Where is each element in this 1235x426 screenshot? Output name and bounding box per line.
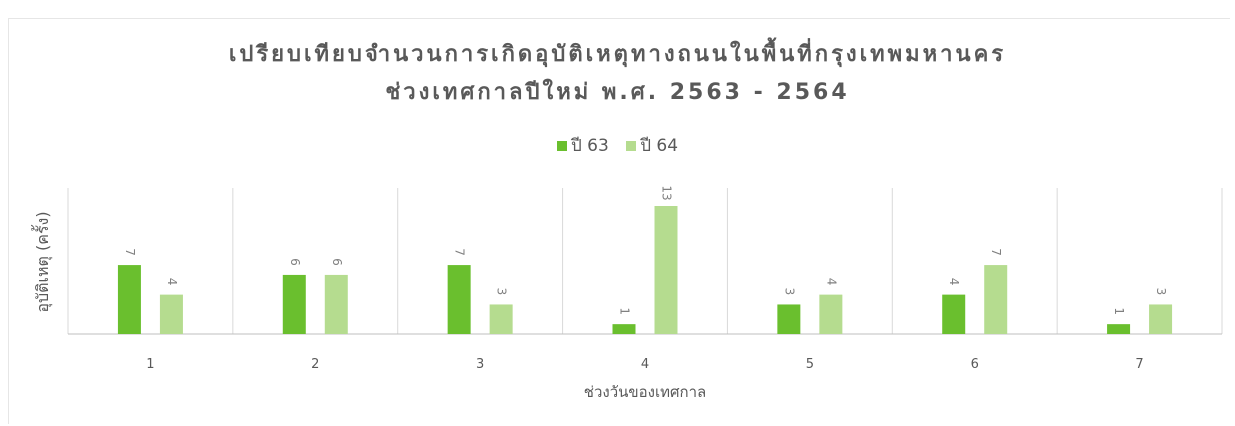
legend-label-series-1: ปี 64 <box>640 136 679 156</box>
data-label: 7 <box>123 248 137 256</box>
bar-series-1 <box>1149 304 1173 334</box>
bar-series-0 <box>1107 324 1131 334</box>
bar-series-0 <box>117 265 141 334</box>
data-label: 1 <box>618 307 632 315</box>
data-label: 1 <box>1112 307 1126 315</box>
x-tick-label: 7 <box>1135 357 1143 372</box>
data-label: 3 <box>495 288 509 296</box>
bar-series-1 <box>654 206 678 334</box>
data-label: 3 <box>1154 288 1168 296</box>
chart-title: เปรียบเทียบจำนวนการเกิดอุบัติเหตุทางถนนใ… <box>228 42 1007 67</box>
bar-series-1 <box>984 265 1008 334</box>
legend-swatch-series-1 <box>626 141 637 151</box>
x-tick-label: 3 <box>476 357 484 372</box>
bar-series-1 <box>489 304 513 334</box>
data-label: 7 <box>989 248 1003 256</box>
data-label: 4 <box>165 278 179 286</box>
bar-series-0 <box>942 294 966 334</box>
chart-legend: ปี 63 ปี 64 <box>0 132 1235 159</box>
y-axis-title: อุบัติเหตุ (ครั้ง) <box>31 211 53 312</box>
data-label: 6 <box>330 258 344 266</box>
x-tick-label: 2 <box>311 357 319 372</box>
x-axis-title: ช่วงวันของเทศกาล <box>584 383 706 401</box>
chart-subtitle: ช่วงเทศกาลปีใหม่ พ.ศ. 2563 - 2564 <box>385 80 850 105</box>
legend-swatch-series-0 <box>556 141 567 151</box>
data-label: 3 <box>782 288 796 296</box>
data-label: 7 <box>453 248 467 256</box>
x-tick-label: 4 <box>641 357 649 372</box>
chart-frame <box>8 18 1230 424</box>
data-label: 13 <box>660 185 674 200</box>
bar-series-0 <box>282 274 306 334</box>
data-label: 4 <box>947 278 961 286</box>
data-label: 6 <box>288 258 302 266</box>
bar-series-1 <box>324 274 348 334</box>
legend-item-series-1: ปี 64 <box>626 132 678 159</box>
x-tick-label: 1 <box>146 357 154 372</box>
data-label: 4 <box>824 278 838 286</box>
bar-series-0 <box>777 304 801 334</box>
bar-series-0 <box>447 265 471 334</box>
x-tick-label: 6 <box>971 357 979 372</box>
bar-series-1 <box>159 294 183 334</box>
bar-series-0 <box>612 324 636 334</box>
legend-item-series-0: ปี 63 <box>556 132 609 159</box>
bar-series-1 <box>819 294 843 334</box>
x-tick-label: 5 <box>806 357 814 372</box>
legend-label-series-0: ปี 63 <box>570 136 609 156</box>
